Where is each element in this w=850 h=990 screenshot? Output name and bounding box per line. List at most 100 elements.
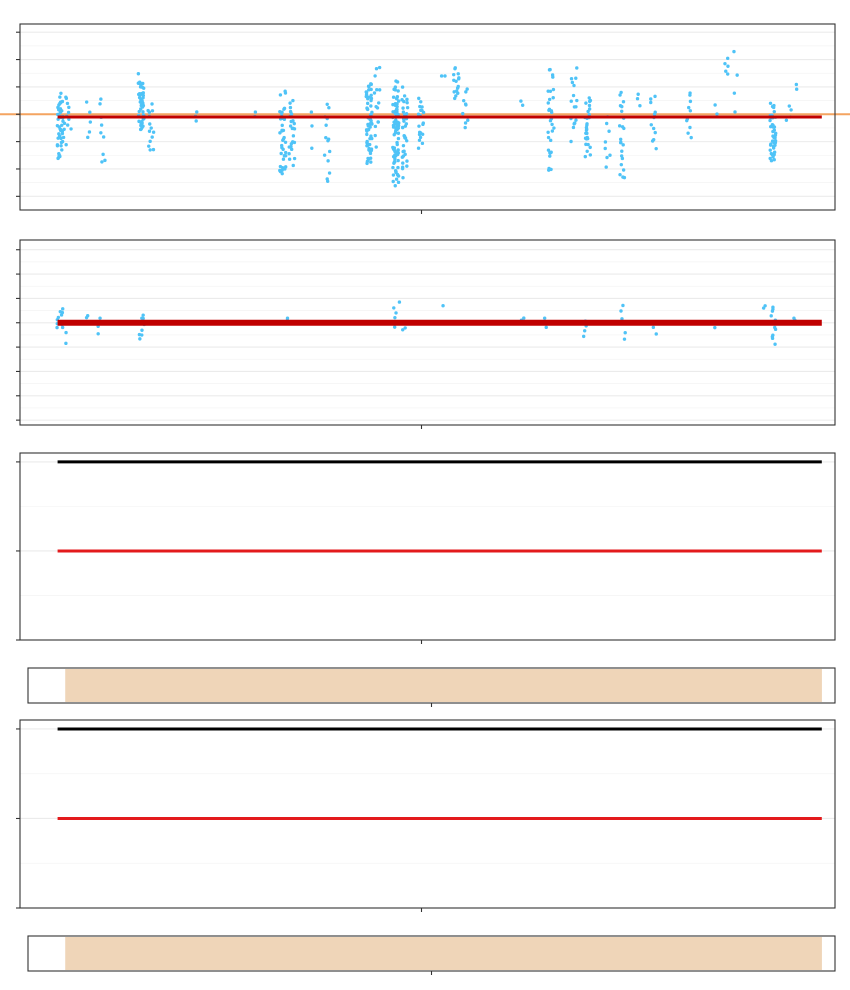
data-point bbox=[324, 123, 328, 127]
data-point bbox=[150, 102, 154, 106]
data-point bbox=[396, 126, 401, 130]
data-point bbox=[365, 139, 369, 144]
data-point bbox=[64, 341, 68, 346]
data-point bbox=[289, 147, 294, 152]
data-point bbox=[393, 130, 398, 134]
data-point bbox=[453, 66, 457, 70]
data-point bbox=[405, 164, 409, 168]
data-point bbox=[59, 140, 64, 145]
data-point bbox=[148, 139, 152, 144]
data-point bbox=[620, 317, 624, 321]
data-point bbox=[587, 107, 592, 111]
data-point bbox=[401, 106, 405, 110]
data-point bbox=[140, 101, 144, 106]
data-point bbox=[574, 105, 578, 109]
data-point bbox=[605, 155, 609, 160]
data-point bbox=[99, 131, 103, 135]
data-point bbox=[769, 314, 773, 318]
data-point bbox=[405, 101, 409, 105]
data-point bbox=[365, 132, 369, 137]
data-point bbox=[649, 100, 653, 105]
data-point bbox=[396, 89, 400, 93]
data-point bbox=[400, 98, 404, 102]
data-point bbox=[400, 155, 405, 159]
data-point bbox=[391, 173, 396, 177]
data-point bbox=[309, 110, 314, 114]
data-point bbox=[636, 92, 640, 96]
data-point bbox=[454, 94, 458, 98]
data-point bbox=[619, 90, 623, 95]
data-point bbox=[325, 177, 329, 181]
data-point bbox=[686, 131, 690, 135]
data-point bbox=[69, 127, 73, 131]
data-point bbox=[586, 109, 590, 114]
panel-range-2 bbox=[27, 935, 836, 975]
data-point bbox=[137, 332, 142, 337]
data-point bbox=[281, 157, 286, 161]
data-point bbox=[732, 49, 736, 54]
data-point bbox=[374, 67, 379, 71]
data-point bbox=[278, 168, 282, 173]
data-point bbox=[288, 105, 293, 110]
data-point bbox=[405, 97, 409, 102]
data-point bbox=[546, 148, 551, 152]
data-point bbox=[141, 86, 146, 90]
data-point bbox=[101, 135, 106, 139]
data-point bbox=[654, 146, 658, 151]
data-point bbox=[713, 103, 717, 107]
data-point bbox=[620, 156, 625, 161]
data-point bbox=[769, 159, 774, 163]
data-point bbox=[287, 157, 292, 161]
data-point bbox=[620, 149, 624, 153]
data-point bbox=[394, 154, 398, 158]
data-point bbox=[396, 173, 400, 177]
data-point bbox=[572, 122, 576, 126]
data-point bbox=[622, 337, 627, 341]
data-point bbox=[773, 342, 777, 346]
data-point bbox=[620, 109, 624, 114]
data-point bbox=[687, 105, 691, 110]
data-point bbox=[369, 147, 374, 151]
data-point bbox=[280, 123, 284, 128]
data-point bbox=[138, 81, 142, 85]
data-point bbox=[725, 56, 730, 61]
data-point bbox=[103, 158, 107, 163]
data-point bbox=[443, 74, 447, 78]
data-point bbox=[392, 325, 397, 329]
data-point bbox=[325, 102, 329, 106]
data-point bbox=[291, 98, 295, 103]
data-point bbox=[149, 126, 153, 130]
data-point bbox=[688, 99, 693, 104]
data-point bbox=[373, 74, 377, 78]
data-point bbox=[619, 162, 624, 167]
data-point bbox=[772, 150, 777, 154]
data-point bbox=[621, 100, 626, 104]
data-point bbox=[374, 104, 378, 109]
data-point bbox=[401, 143, 406, 148]
data-point bbox=[688, 109, 693, 113]
data-point bbox=[418, 135, 423, 140]
data-point bbox=[420, 108, 424, 113]
data-point bbox=[65, 101, 70, 106]
data-point bbox=[417, 96, 421, 101]
data-point bbox=[653, 94, 657, 99]
data-point bbox=[548, 150, 552, 155]
data-point bbox=[373, 124, 378, 129]
data-point bbox=[59, 128, 63, 133]
data-point bbox=[584, 101, 588, 105]
data-point bbox=[726, 64, 730, 68]
panel-frame bbox=[19, 239, 836, 426]
data-point bbox=[400, 85, 405, 89]
data-point bbox=[439, 74, 444, 78]
data-point bbox=[62, 121, 67, 126]
data-point bbox=[420, 141, 425, 146]
data-point bbox=[98, 102, 102, 106]
data-point bbox=[574, 118, 578, 122]
data-point bbox=[770, 104, 775, 109]
data-point bbox=[619, 137, 623, 142]
data-point bbox=[393, 315, 397, 320]
data-point bbox=[391, 123, 396, 128]
data-point bbox=[288, 101, 292, 105]
data-point bbox=[140, 328, 144, 332]
data-point bbox=[88, 120, 93, 124]
